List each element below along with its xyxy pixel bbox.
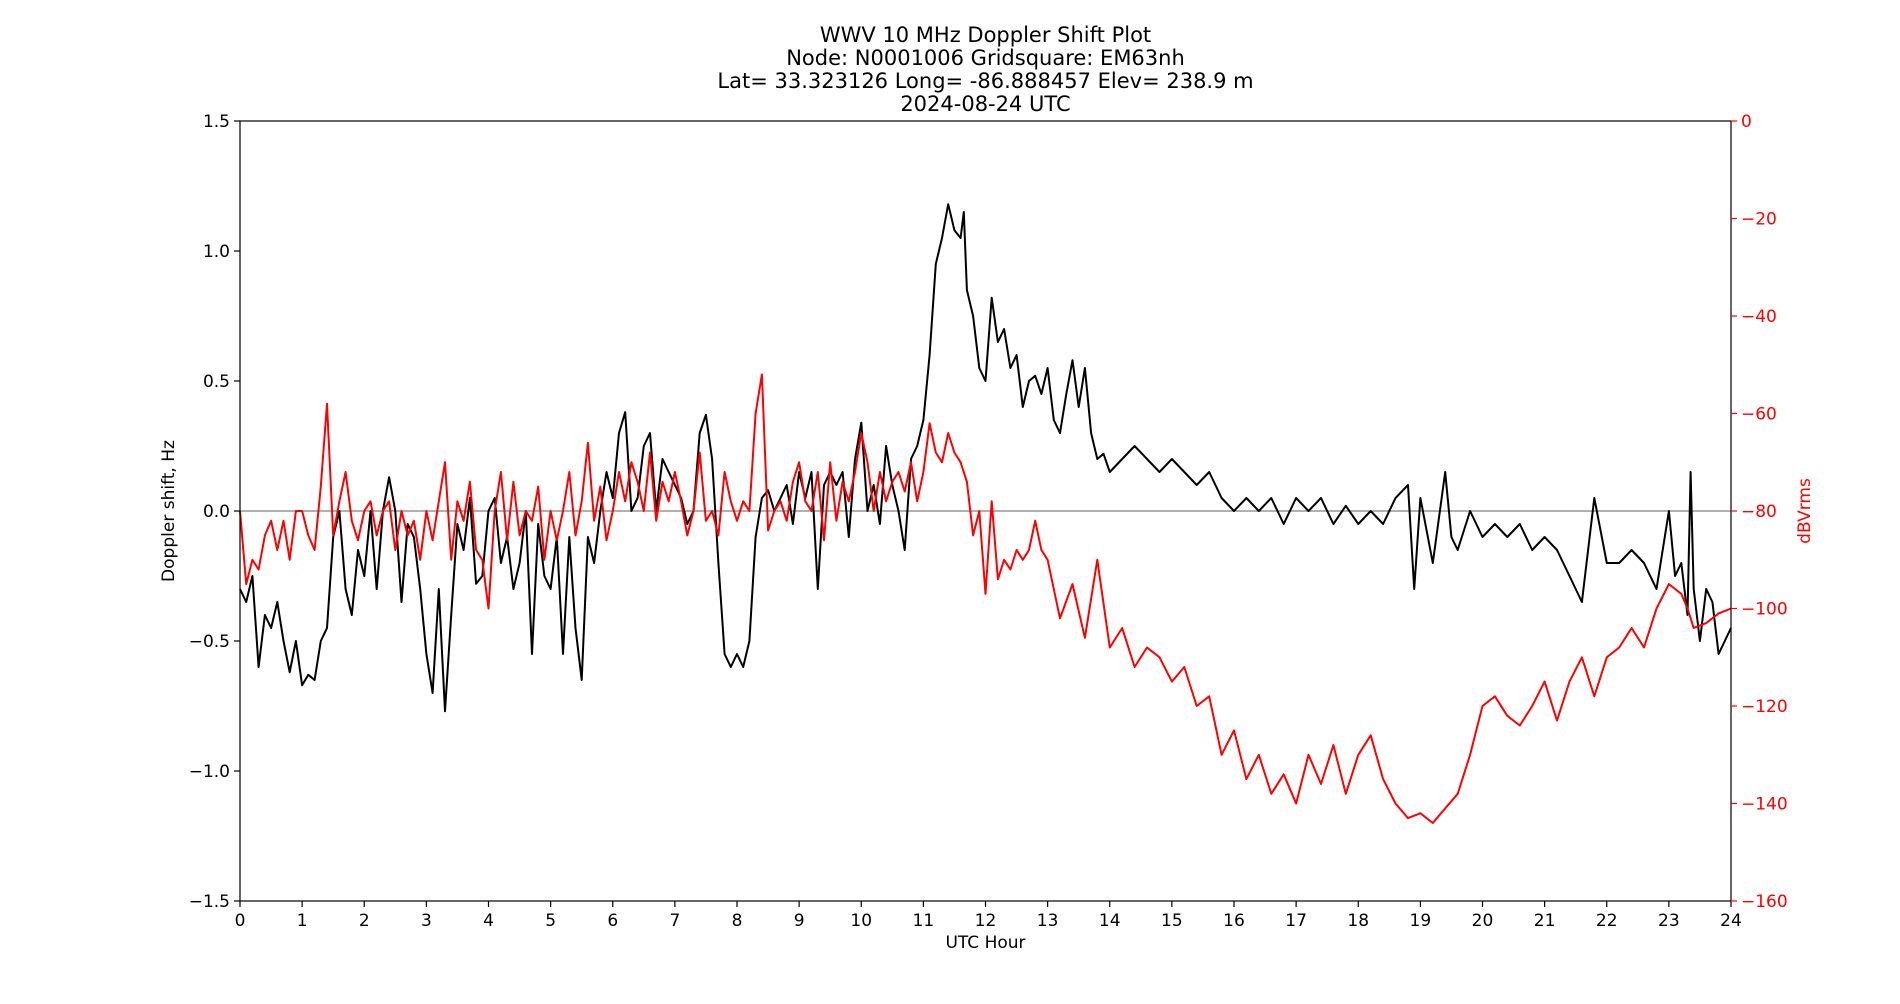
x-tick-label: 13 <box>1037 911 1059 931</box>
x-tick-label: 9 <box>794 911 805 931</box>
x-tick-label: 16 <box>1223 911 1245 931</box>
x-tick-label: 18 <box>1347 911 1369 931</box>
y-axis-right: 0 −20 −40 −60 −80 −100 −120 −140 −160 <box>1731 112 1788 912</box>
x-tick-label: 12 <box>975 911 997 931</box>
x-tick-label: 4 <box>483 911 494 931</box>
y-axis-label-right: dBVrms <box>1795 478 1815 544</box>
y-right-tick-label: 0 <box>1741 112 1752 132</box>
y-left-tick-label: 0.0 <box>203 502 230 522</box>
y-axis-label-left: Doppler shift, Hz <box>159 440 179 582</box>
x-tick-label: 5 <box>545 911 556 931</box>
x-tick-label: 10 <box>850 911 872 931</box>
title-line: 2024-08-24 UTC <box>900 92 1070 116</box>
x-tick-label: 3 <box>421 911 432 931</box>
title-line: WWV 10 MHz Doppler Shift Plot <box>820 23 1151 47</box>
y-right-tick-label: −100 <box>1741 600 1788 620</box>
x-axis-label: UTC Hour <box>945 933 1025 953</box>
x-tick-label: 11 <box>913 911 935 931</box>
x-tick-label: 22 <box>1596 911 1618 931</box>
y-axis-left: 1.5 1.0 0.5 0.0 −0.5 −1.0 −1.5 <box>189 112 240 912</box>
series-line-doppler <box>239 203 1732 713</box>
y-right-tick-label: −40 <box>1741 307 1777 327</box>
x-tick-label: 6 <box>607 911 618 931</box>
x-tick-label: 8 <box>732 911 743 931</box>
x-tick-label: 1 <box>297 911 308 931</box>
x-tick-label: 7 <box>669 911 680 931</box>
x-tick-label: 23 <box>1658 911 1680 931</box>
y-left-tick-label: −0.5 <box>189 632 230 652</box>
y-right-tick-label: −140 <box>1741 795 1788 815</box>
y-right-tick-label: −160 <box>1741 892 1788 912</box>
y-left-tick-label: 1.0 <box>203 242 230 262</box>
x-axis: 0 1 2 3 4 5 6 7 8 9 10 11 12 13 14 15 16 17 18 19 20 21 22 23 24 <box>235 901 1742 931</box>
x-tick-label: 19 <box>1410 911 1432 931</box>
y-right-tick-label: −60 <box>1741 405 1777 425</box>
title-line: Node: N0001006 Gridsquare: EM63nh <box>786 46 1185 70</box>
y-right-tick-label: −120 <box>1741 697 1788 717</box>
y-right-tick-label: −20 <box>1741 210 1777 230</box>
series-line-dbvrms <box>239 373 1732 824</box>
y-left-tick-label: 0.5 <box>203 372 230 392</box>
y-left-tick-label: −1.0 <box>189 762 230 782</box>
x-tick-label: 20 <box>1472 911 1494 931</box>
x-tick-label: 2 <box>359 911 370 931</box>
x-tick-label: 21 <box>1534 911 1556 931</box>
x-tick-label: 0 <box>235 911 246 931</box>
x-tick-label: 15 <box>1161 911 1183 931</box>
y-left-tick-label: −1.5 <box>189 892 230 912</box>
x-tick-label: 24 <box>1720 911 1742 931</box>
title-line: Lat= 33.323126 Long= -86.888457 Elev= 23… <box>717 69 1253 93</box>
x-tick-label: 17 <box>1285 911 1307 931</box>
y-left-tick-label: 1.5 <box>203 112 230 132</box>
x-tick-label: 14 <box>1099 911 1121 931</box>
y-right-tick-label: −80 <box>1741 502 1777 522</box>
